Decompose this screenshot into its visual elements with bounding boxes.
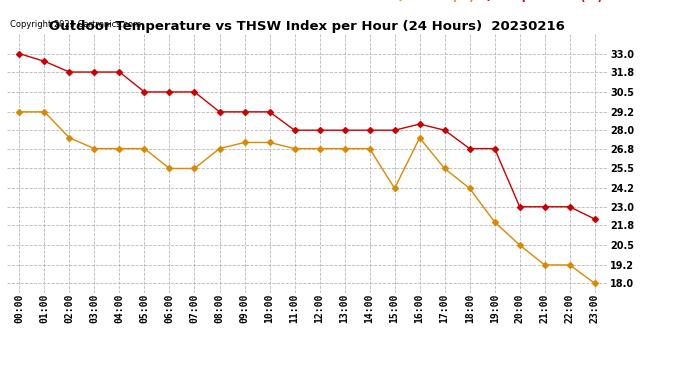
Temperature  (°F)	[491, 146, 499, 151]
Temperature  (°F)	[540, 204, 549, 209]
THSW  (°F)	[115, 146, 124, 151]
THSW  (°F)	[415, 136, 424, 140]
Temperature  (°F)	[215, 110, 224, 114]
THSW  (°F)	[515, 243, 524, 247]
Line: THSW  (°F): THSW (°F)	[17, 110, 597, 285]
Temperature  (°F)	[166, 90, 174, 94]
Temperature  (°F)	[440, 128, 449, 132]
Temperature  (°F)	[415, 122, 424, 126]
THSW  (°F)	[266, 140, 274, 145]
Temperature  (°F)	[315, 128, 324, 132]
THSW  (°F)	[540, 263, 549, 267]
THSW  (°F)	[40, 110, 48, 114]
Temperature  (°F)	[15, 51, 23, 56]
Temperature  (°F)	[190, 90, 199, 94]
Temperature  (°F)	[340, 128, 348, 132]
Title: Outdoor Temperature vs THSW Index per Hour (24 Hours)  20230216: Outdoor Temperature vs THSW Index per Ho…	[49, 20, 565, 33]
THSW  (°F)	[290, 146, 299, 151]
THSW  (°F)	[315, 146, 324, 151]
Line: Temperature  (°F): Temperature (°F)	[17, 52, 597, 221]
THSW  (°F)	[166, 166, 174, 171]
THSW  (°F)	[66, 136, 74, 140]
THSW  (°F)	[491, 220, 499, 224]
THSW  (°F)	[366, 146, 374, 151]
Temperature  (°F)	[66, 70, 74, 74]
THSW  (°F)	[90, 146, 99, 151]
Temperature  (°F)	[391, 128, 399, 132]
Temperature  (°F)	[515, 204, 524, 209]
THSW  (°F)	[240, 140, 248, 145]
THSW  (°F)	[566, 263, 574, 267]
Temperature  (°F)	[466, 146, 474, 151]
THSW  (°F)	[591, 281, 599, 286]
THSW  (°F)	[190, 166, 199, 171]
Temperature  (°F)	[115, 70, 124, 74]
THSW  (°F)	[466, 186, 474, 190]
Temperature  (°F)	[266, 110, 274, 114]
Temperature  (°F)	[40, 59, 48, 63]
THSW  (°F)	[140, 146, 148, 151]
Temperature  (°F)	[566, 204, 574, 209]
Text: Copyright 2023 Cartronics.com: Copyright 2023 Cartronics.com	[10, 20, 141, 28]
THSW  (°F)	[440, 166, 449, 171]
THSW  (°F)	[15, 110, 23, 114]
Temperature  (°F)	[240, 110, 248, 114]
Temperature  (°F)	[140, 90, 148, 94]
Temperature  (°F)	[290, 128, 299, 132]
Temperature  (°F)	[90, 70, 99, 74]
Temperature  (°F)	[591, 217, 599, 221]
Temperature  (°F)	[366, 128, 374, 132]
THSW  (°F)	[391, 186, 399, 190]
Legend: THSW  (°F), Temperature  (°F): THSW (°F), Temperature (°F)	[394, 0, 602, 3]
THSW  (°F)	[340, 146, 348, 151]
THSW  (°F)	[215, 146, 224, 151]
